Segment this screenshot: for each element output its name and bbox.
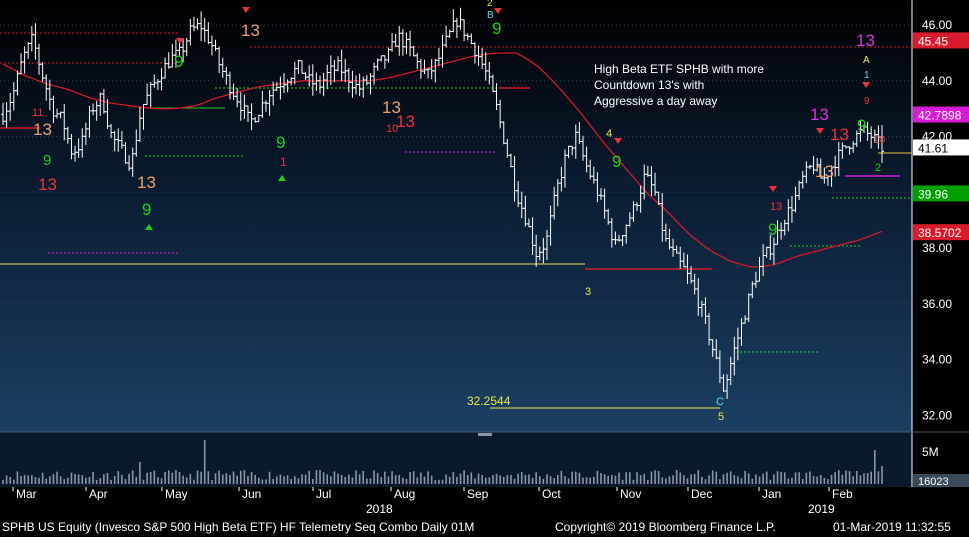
count-5-dec: 5: [718, 411, 724, 423]
price-tag-label: 45.45: [918, 34, 948, 48]
volume-bars: [2, 440, 883, 484]
count-10-feb: 10: [873, 134, 885, 146]
price-panel-background: [0, 0, 912, 432]
volume-last-value: 16023: [918, 476, 949, 488]
sell-arrow-icon: [769, 186, 777, 192]
timestamp-text: 01-Mar-2019 11:32:55: [833, 520, 951, 534]
year-label-2019: 2019: [808, 502, 835, 516]
count-9-may: 9: [174, 52, 183, 71]
volume-last-tag: [913, 474, 969, 487]
copyright-text: Copyright© 2019 Bloomberg Finance L.P.: [555, 520, 776, 534]
price-tag: [913, 224, 969, 241]
count-13-feb-magenta: 13: [810, 105, 829, 124]
count-11-mar: 11: [32, 107, 43, 119]
price-tick-label: 32.00: [922, 408, 952, 422]
count-9-apr: 9: [142, 200, 151, 219]
month-label: Jul: [316, 487, 331, 501]
count-9-jan: 9: [768, 220, 777, 239]
count-b-sep: B: [487, 10, 494, 21]
sell-arrow-icon: [614, 138, 622, 144]
signal-arrows: [145, 7, 870, 230]
year-label-2018: 2018: [366, 502, 393, 516]
month-label: Mar: [16, 487, 37, 501]
price-axis-background: [912, 0, 969, 432]
count-a-feb: A: [863, 55, 870, 66]
axis-footer-background: [0, 487, 969, 537]
month-label: Dec: [691, 487, 712, 501]
count-c-dec: C: [716, 396, 724, 408]
month-label: Nov: [620, 487, 641, 501]
count-4-oct: 4: [606, 128, 612, 140]
month-axis: Mar Apr May Jun Jul Aug Sep Oct Nov Dec Jan Feb: [12, 487, 853, 501]
price-tag: [913, 139, 969, 156]
count-1-jun: 1: [280, 155, 287, 169]
price-tag: [913, 32, 969, 49]
month-label: May: [165, 487, 188, 501]
count-2-sep: 2: [487, 0, 493, 9]
svg-text:Countdown 13's with: Countdown 13's with: [594, 78, 704, 92]
svg-text:High Beta ETF SPHB with more: High Beta ETF SPHB with more: [594, 62, 764, 76]
sell-arrow-icon: [862, 82, 870, 88]
month-label: Jan: [762, 487, 781, 501]
price-tag-label: 41.61: [918, 141, 948, 155]
count-13-mar: 13: [33, 120, 52, 139]
price-tick-label: 38.00: [922, 241, 952, 255]
price-tag-label: 38.5702: [918, 226, 962, 240]
sell-arrow-icon: [816, 128, 824, 134]
gridlines: [0, 24, 912, 416]
count-13-feb-red: 13: [830, 125, 849, 144]
count-13-may: 13: [241, 21, 260, 40]
count-9-oct: 9: [612, 152, 621, 171]
low-value-label: 32.2544: [467, 394, 511, 408]
month-label: Oct: [542, 487, 561, 501]
count-9-sep: 9: [492, 19, 501, 38]
month-label: Apr: [89, 487, 108, 501]
level-lines: [0, 32, 912, 409]
sell-arrow-icon: [176, 38, 184, 44]
count-3-oct: 3: [585, 286, 591, 298]
annotation-text: High Beta ETF SPHB with more Countdown 1…: [594, 62, 764, 108]
count-9-feb-red: 9: [864, 96, 870, 107]
count-13-apr: 13: [137, 173, 156, 192]
price-tags: 45.45 42.7898 41.61 39.96 38.5702: [913, 32, 969, 241]
price-tag: [913, 106, 969, 123]
svg-text:Aggressive a day away: Aggressive a day away: [594, 94, 717, 108]
ticker-line: SPHB US Equity (Invesco S&P 500 High Bet…: [2, 520, 474, 534]
count-13-aug: 13: [396, 112, 415, 131]
price-tag: [913, 185, 969, 202]
price-tag-label: 42.7898: [918, 109, 962, 123]
count-13-feb: 13: [815, 162, 834, 181]
price-tick-label: 44.00: [922, 74, 952, 88]
buy-arrow-icon: [145, 224, 153, 230]
volume-tick-label: 5M: [922, 445, 939, 459]
month-label: Sep: [467, 487, 489, 501]
price-bars: [1, 7, 884, 399]
price-tick-label: 46.00: [922, 18, 952, 32]
sell-arrow-icon: [242, 7, 250, 13]
sequential-counts: 13 13 9 11 13 9 9 13 9 1 13 13 10 9 2 B …: [32, 0, 885, 423]
month-label: Feb: [832, 487, 853, 501]
count-13-jul: 13: [382, 98, 401, 117]
sell-arrow-icon: [494, 8, 502, 14]
count-1-feb: 1: [864, 70, 870, 81]
count-13-mar-red: 13: [38, 175, 57, 194]
count-13-magenta-top: 13: [856, 31, 875, 50]
count-2-feb: 2: [875, 162, 881, 174]
count-9-feb: 9: [857, 116, 866, 135]
month-label: Aug: [394, 487, 415, 501]
count-13-jan: 13: [770, 201, 782, 213]
price-tag-label: 39.96: [918, 187, 948, 201]
count-9-mar: 9: [43, 152, 51, 169]
month-label: Jun: [242, 487, 261, 501]
count-10-aug: 10: [386, 123, 398, 135]
price-tick-label: 36.00: [922, 297, 952, 311]
panel-resize-handle[interactable]: [478, 433, 492, 436]
price-tick-label: 34.00: [922, 353, 952, 367]
buy-arrow-icon: [278, 175, 286, 181]
count-9-jun: 9: [276, 133, 285, 152]
